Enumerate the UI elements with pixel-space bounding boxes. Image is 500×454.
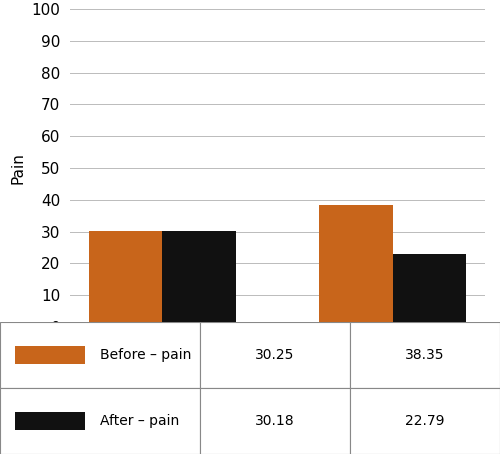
Text: 30.18: 30.18 (255, 414, 295, 428)
Bar (200, 388, 350, 454)
Bar (392, 254, 466, 327)
Text: 38.35: 38.35 (405, 348, 445, 362)
Bar (162, 231, 236, 327)
Bar (15, 412, 85, 430)
Y-axis label: Pain: Pain (11, 152, 26, 184)
Bar (200, 322, 350, 388)
FancyBboxPatch shape (0, 322, 500, 454)
Text: 30.25: 30.25 (256, 348, 294, 362)
Bar (319, 205, 392, 327)
Bar (89, 231, 162, 327)
Bar (15, 346, 85, 365)
Text: 22.79: 22.79 (405, 414, 445, 428)
Bar (350, 322, 500, 388)
Text: After – pain: After – pain (100, 414, 179, 428)
Text: Before – pain: Before – pain (100, 348, 192, 362)
Bar (0, 322, 200, 388)
Bar (0, 388, 200, 454)
Bar (350, 388, 500, 454)
